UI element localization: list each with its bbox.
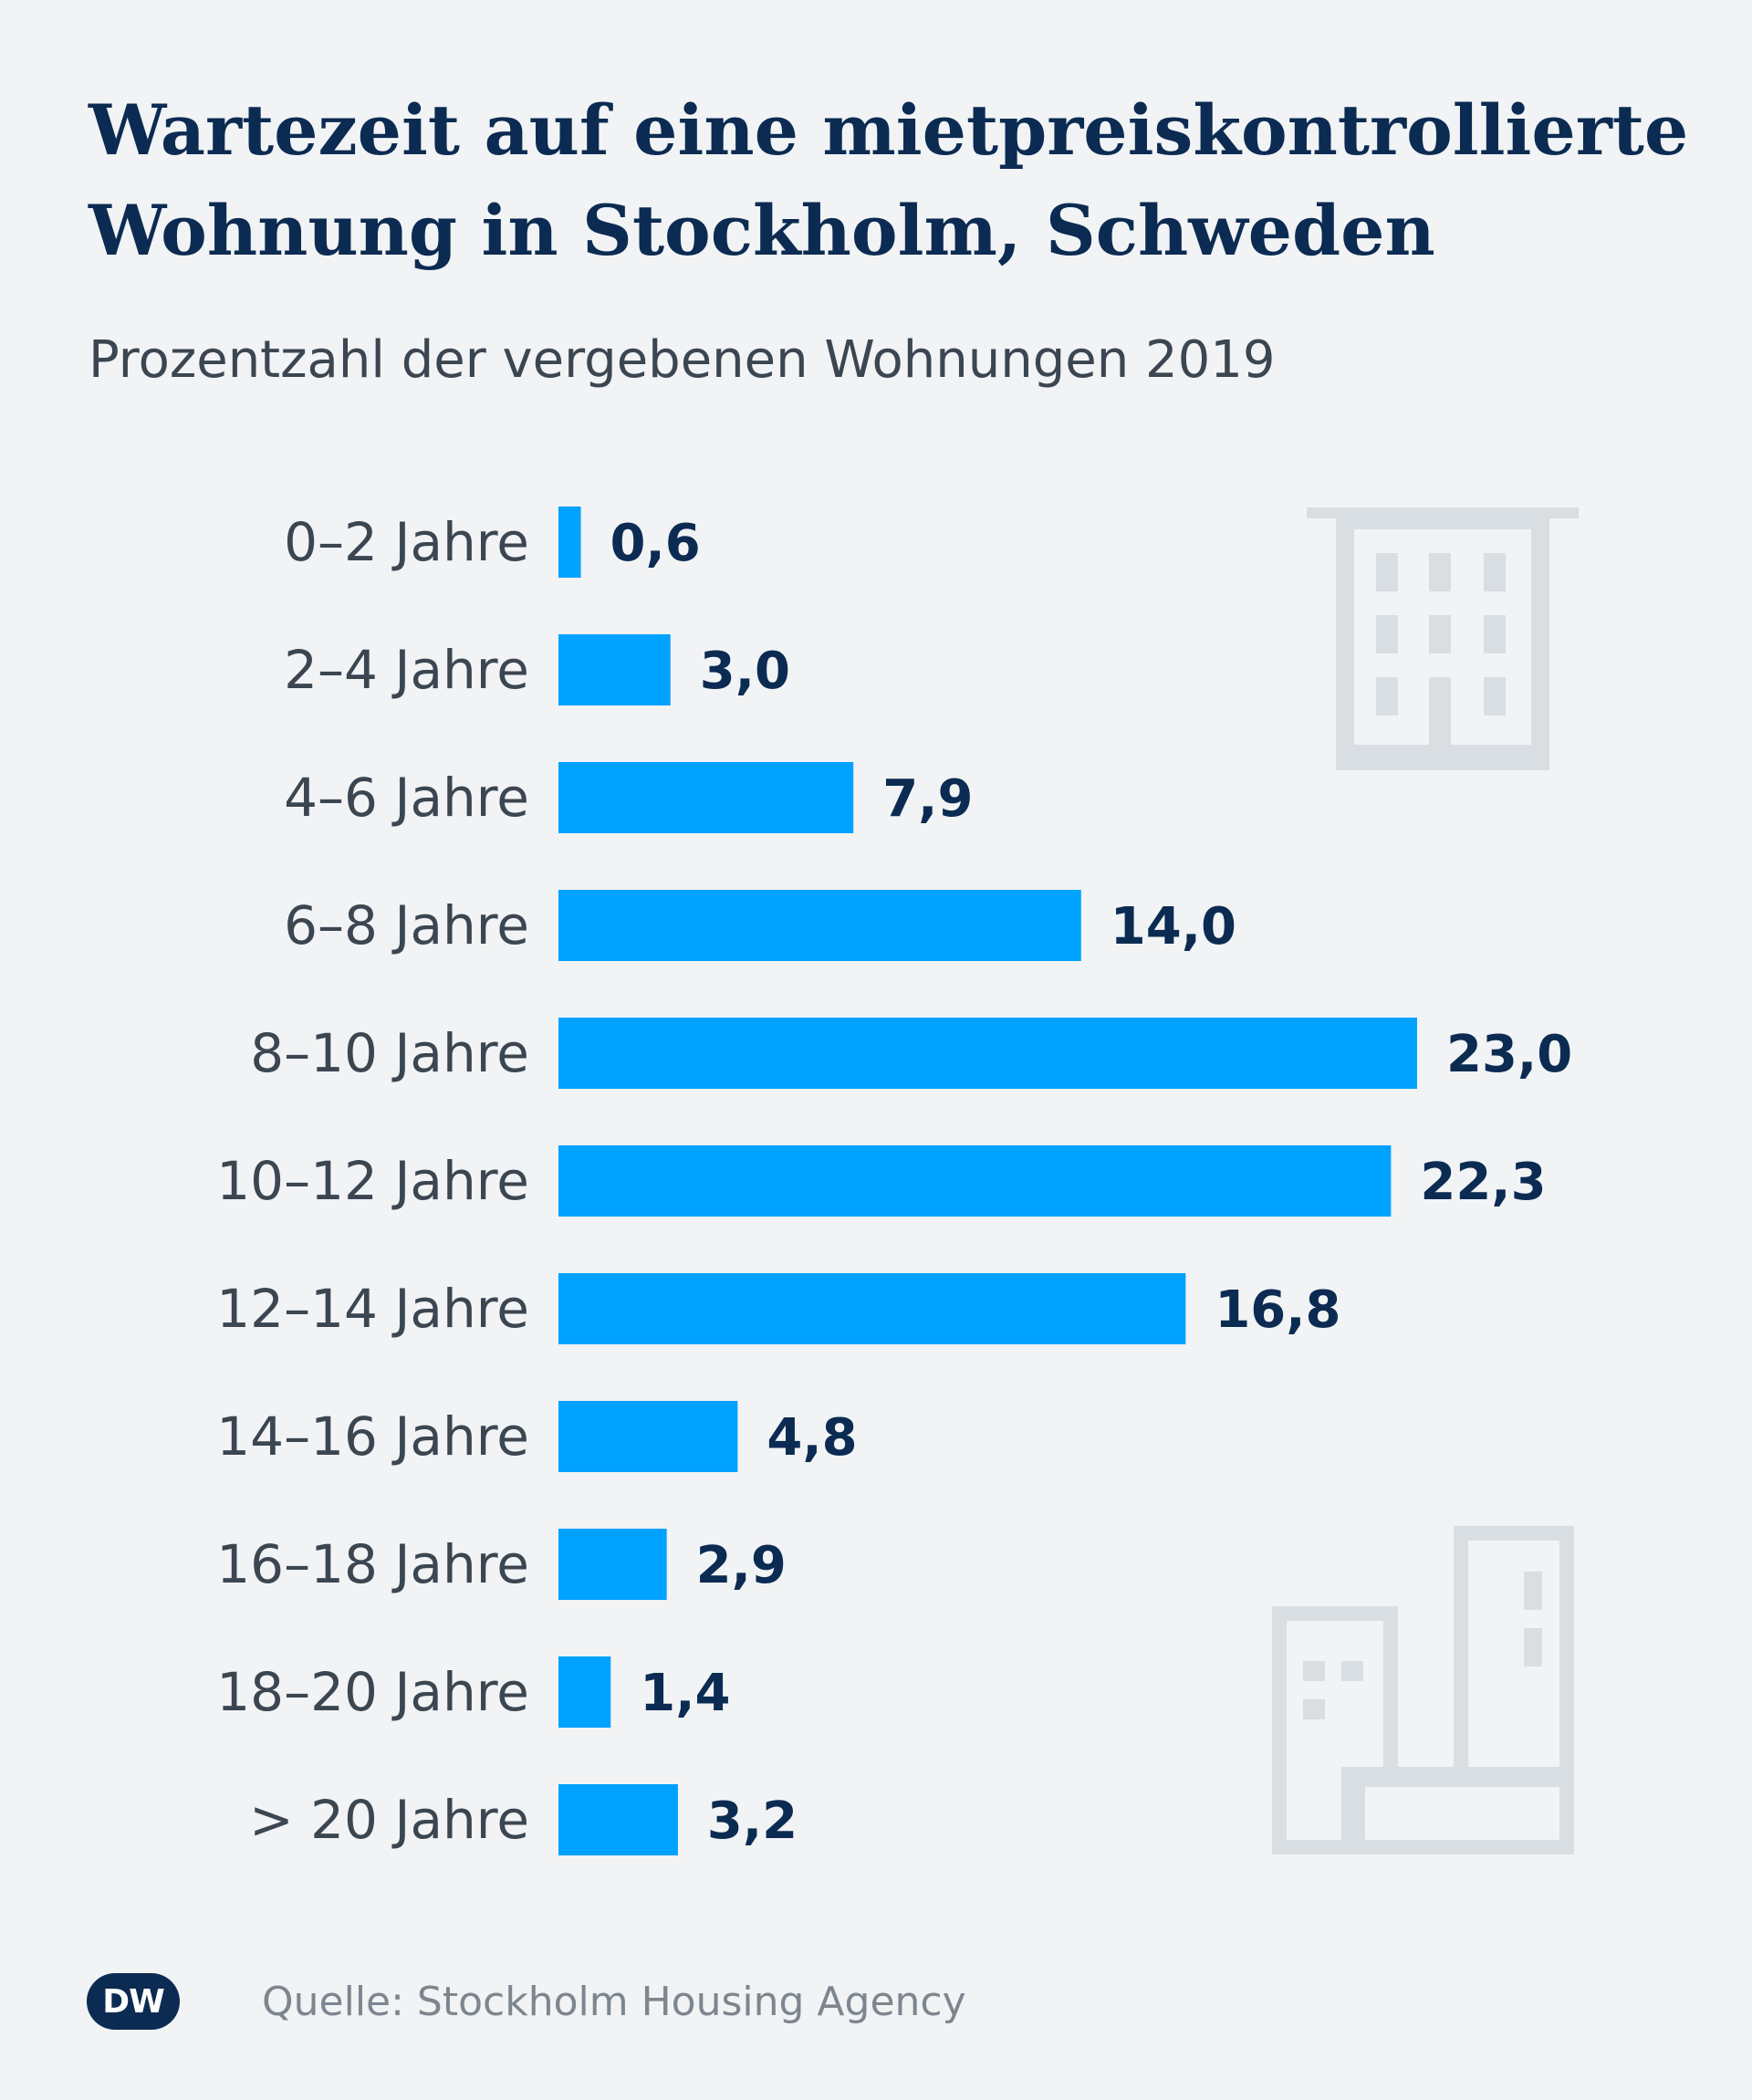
bar <box>558 1401 738 1472</box>
value-label: 16,8 <box>1215 1280 1340 1340</box>
bar <box>558 1145 1392 1217</box>
category-label: 14–16 Jahre <box>216 1405 529 1468</box>
bar <box>558 890 1081 961</box>
category-label: 12–14 Jahre <box>216 1278 529 1340</box>
category-label: 0–2 Jahre <box>284 511 529 573</box>
value-label: 4,8 <box>766 1408 857 1468</box>
value-label: 7,9 <box>882 769 973 829</box>
chart-title: Wartezeit auf eine mietpreiskontrolliert… <box>89 89 1689 271</box>
value-label: 14,0 <box>1111 897 1236 956</box>
footer: DW Quelle: Stockholm Housing Agency <box>87 1969 966 2033</box>
bar <box>558 1273 1186 1344</box>
building-icon <box>1307 507 1579 770</box>
category-label: 6–8 Jahre <box>284 894 529 956</box>
source-note: Quelle: Stockholm Housing Agency <box>262 1978 966 2025</box>
category-label: 18–20 Jahre <box>216 1661 529 1723</box>
bar <box>558 762 854 833</box>
bar <box>558 507 581 578</box>
category-label: 16–18 Jahre <box>216 1533 529 1595</box>
bar <box>558 634 671 705</box>
bar <box>558 1018 1417 1089</box>
value-label: 23,0 <box>1446 1025 1572 1084</box>
bar <box>558 1784 678 1855</box>
value-label: 3,0 <box>700 642 790 701</box>
value-label: 1,4 <box>640 1664 730 1723</box>
category-label: 8–10 Jahre <box>250 1022 529 1084</box>
dw-logo: DW <box>87 1973 180 2030</box>
chart-subtitle: Prozentzahl der vergebenen Wohnungen 201… <box>89 330 1276 390</box>
value-label: 2,9 <box>696 1536 787 1595</box>
value-label: 3,2 <box>707 1792 798 1851</box>
value-label: 22,3 <box>1420 1153 1546 1212</box>
value-label: 0,6 <box>610 514 701 573</box>
category-label: > 20 Jahre <box>249 1789 529 1851</box>
category-label: 2–4 Jahre <box>284 639 529 701</box>
category-label: 10–12 Jahre <box>216 1150 529 1212</box>
bar <box>558 1529 667 1600</box>
category-label: 4–6 Jahre <box>284 767 529 829</box>
buildings-icon <box>1272 1526 1574 1854</box>
bar <box>558 1656 611 1728</box>
